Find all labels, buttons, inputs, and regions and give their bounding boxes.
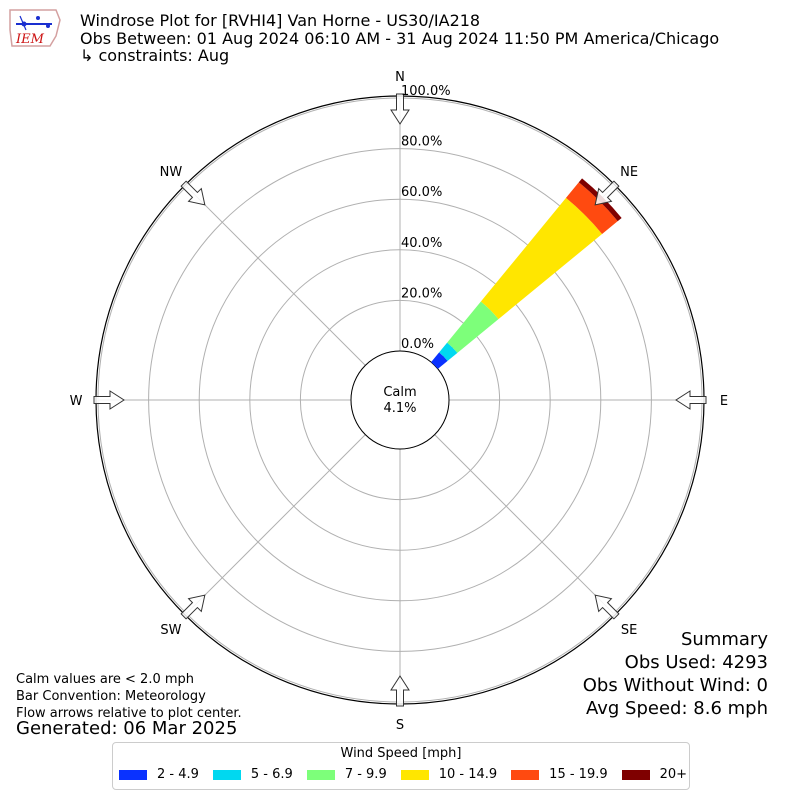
summary-avg-speed: Avg Speed: 8.6 mph	[586, 698, 768, 719]
summary-obs-used: Obs Used: 4293	[624, 652, 768, 673]
legend-label: 15 - 19.9	[549, 767, 608, 782]
legend-label: 20+	[659, 767, 688, 782]
flow-arrow-ne	[594, 180, 620, 206]
legend: Wind Speed [mph] 2 - 4.9 5 - 6.9 7 - 9.9 10…	[112, 742, 690, 790]
flow-arrow-shape	[594, 180, 620, 206]
legend-item: 10 - 14.9	[400, 767, 498, 782]
calm-circle	[350, 350, 450, 450]
bar-convention: Bar Convention: Meteorology	[16, 689, 206, 704]
flow-arrow-shape	[675, 390, 707, 410]
calm-definition: Calm values are < 2.0 mph	[16, 672, 195, 687]
flow-arrows	[93, 93, 707, 707]
flow-arrow-n	[390, 93, 410, 125]
legend-item: 15 - 19.9	[511, 767, 608, 782]
flow-arrow-shape	[390, 93, 410, 125]
direction-label-w: W	[70, 394, 83, 409]
bar-2-4-9	[431, 352, 448, 369]
legend-item: 2 - 4.9	[119, 767, 199, 782]
flow-arrow-s	[390, 675, 410, 707]
radial-tick-label: 0.0%	[401, 337, 434, 352]
flow-arrow-shape	[180, 180, 206, 206]
direction-label-sw: SW	[160, 623, 181, 638]
direction-label-e: E	[720, 394, 728, 409]
legend-item: 7 - 9.9	[306, 767, 387, 782]
bar-7-9-9	[447, 301, 499, 353]
flow-arrow-se	[594, 594, 620, 620]
flow-arrow-shape	[390, 675, 410, 707]
bar-10-14-9	[480, 197, 603, 320]
direction-label-ne: NE	[620, 165, 638, 180]
radial-tick-label: 40.0%	[401, 236, 442, 251]
direction-label-se: SE	[621, 623, 637, 638]
radial-tick-label: 20.0%	[401, 286, 442, 301]
summary-obs-without-wind: Obs Without Wind: 0	[582, 675, 768, 696]
radial-tick-label: 100.0%	[401, 84, 451, 99]
legend-title: Wind Speed [mph]	[340, 746, 462, 761]
flow-arrow-shape	[594, 594, 620, 620]
legend-label: 2 - 4.9	[157, 767, 199, 782]
legend-items: 2 - 4.9 5 - 6.9 7 - 9.9 10 - 14.9 15 - 19.9 2…	[119, 767, 687, 782]
legend-swatch	[400, 769, 429, 780]
flow-arrow-shape	[93, 390, 125, 410]
iem-logo: IEM	[6, 6, 64, 54]
radial-tick-label: 80.0%	[401, 135, 442, 150]
legend-label: 5 - 6.9	[250, 767, 293, 782]
direction-label-s: S	[396, 718, 404, 733]
direction-label-nw: NW	[160, 165, 183, 180]
legend-swatch	[119, 769, 147, 780]
flow-arrow-shape	[180, 594, 206, 620]
legend-item: 5 - 6.9	[212, 767, 293, 782]
obs-period: Obs Between: 01 Aug 2024 06:10 AM - 31 A…	[80, 29, 720, 48]
bar-5-6-9	[439, 342, 458, 361]
legend-label: 10 - 14.9	[438, 767, 498, 782]
logo-text: IEM	[15, 32, 45, 47]
chart-title: Windrose Plot for [RVHI4] Van Horne - US…	[80, 11, 481, 30]
legend-label: 7 - 9.9	[344, 767, 387, 782]
flow-arrow-e	[675, 390, 707, 410]
calm-label: Calm	[383, 385, 416, 400]
legend-swatch	[511, 769, 540, 780]
constraints-text: ↳ constraints: Aug	[80, 46, 230, 65]
grid-spoke	[186, 186, 366, 366]
legend-swatch	[621, 769, 650, 780]
grid-spoke	[434, 434, 614, 614]
flow-arrow-nw	[180, 180, 206, 206]
flow-arrows-note: Flow arrows relative to plot center.	[16, 706, 242, 721]
bar-15-19-9	[565, 182, 618, 235]
windrose-bars	[431, 178, 622, 369]
legend-item: 20+	[621, 767, 688, 782]
legend-swatch	[306, 769, 335, 780]
generated-date: Generated: 06 Mar 2025	[16, 718, 238, 739]
legend-swatch	[212, 769, 241, 780]
flow-arrow-w	[93, 390, 125, 410]
direction-label-n: N	[395, 70, 405, 85]
grid-spoke	[186, 434, 366, 614]
chart-labels: N NE E SE S SW W NW 0.0% 20.0% 40.0% 60.0% 80.0% 100.…	[70, 70, 729, 733]
summary-title: Summary	[681, 629, 768, 650]
summary-box: Summary Obs Used: 4293 Obs Without Wind:…	[583, 628, 768, 720]
flow-arrow-sw	[180, 594, 206, 620]
radial-tick-label: 60.0%	[401, 185, 442, 200]
calm-value: 4.1%	[383, 401, 416, 416]
